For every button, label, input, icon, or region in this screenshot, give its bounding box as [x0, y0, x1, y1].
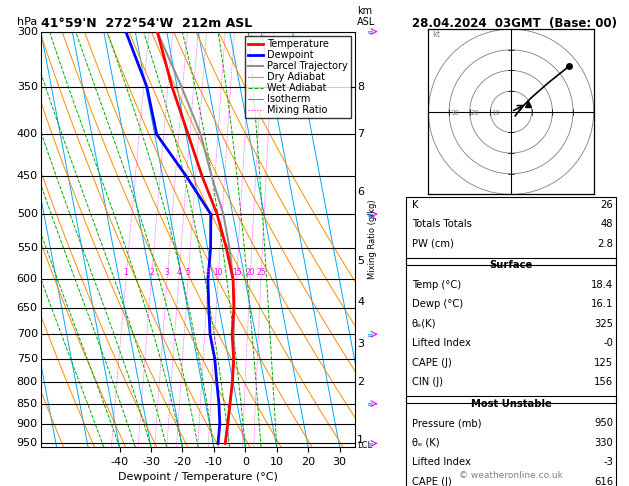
Text: Lifted Index: Lifted Index	[412, 457, 471, 468]
Text: Surface: Surface	[489, 260, 533, 271]
Text: 330: 330	[594, 438, 613, 448]
Text: θₑ(K): θₑ(K)	[412, 319, 437, 329]
Text: PW (cm): PW (cm)	[412, 239, 454, 249]
Text: 10: 10	[491, 110, 501, 116]
Text: 600: 600	[17, 274, 38, 284]
Text: 2.8: 2.8	[598, 239, 613, 249]
Text: θₑ (K): θₑ (K)	[412, 438, 440, 448]
Text: 950: 950	[594, 418, 613, 429]
Text: Mixing Ratio (g/kg): Mixing Ratio (g/kg)	[368, 200, 377, 279]
Text: 700: 700	[16, 330, 38, 339]
Text: 850: 850	[16, 399, 38, 409]
Text: $\equiv$: $\equiv$	[365, 330, 375, 339]
Text: 325: 325	[594, 319, 613, 329]
Text: © weatheronline.co.uk: © weatheronline.co.uk	[459, 471, 563, 480]
Text: 616: 616	[594, 477, 613, 486]
Text: 26: 26	[601, 200, 613, 210]
Text: 41°59'N  272°54'W  212m ASL: 41°59'N 272°54'W 212m ASL	[41, 17, 252, 31]
Text: $\equiv$: $\equiv$	[365, 27, 375, 36]
Text: 5: 5	[186, 268, 191, 277]
Text: 2: 2	[149, 268, 154, 277]
Text: 300: 300	[17, 27, 38, 36]
Text: $\equiv$: $\equiv$	[365, 399, 375, 408]
Text: -0: -0	[603, 338, 613, 348]
Text: 1: 1	[123, 268, 128, 277]
Text: $\equiv$: $\equiv$	[365, 439, 375, 448]
Text: Most Unstable: Most Unstable	[470, 399, 552, 409]
Text: 900: 900	[16, 419, 38, 429]
Text: 350: 350	[17, 82, 38, 92]
X-axis label: Dewpoint / Temperature (°C): Dewpoint / Temperature (°C)	[118, 472, 278, 483]
Text: K: K	[412, 200, 418, 210]
Text: 4: 4	[176, 268, 181, 277]
Text: CAPE (J): CAPE (J)	[412, 477, 452, 486]
Text: 750: 750	[16, 354, 38, 364]
Text: 4: 4	[357, 297, 364, 307]
Text: 3: 3	[165, 268, 170, 277]
Text: 7: 7	[357, 129, 364, 139]
Text: 156: 156	[594, 377, 613, 387]
Text: Temp (°C): Temp (°C)	[412, 280, 461, 290]
Text: 450: 450	[16, 172, 38, 181]
Text: Lifted Index: Lifted Index	[412, 338, 471, 348]
Text: 30: 30	[450, 110, 459, 116]
Text: Dewp (°C): Dewp (°C)	[412, 299, 463, 310]
Text: Totals Totals: Totals Totals	[412, 219, 472, 229]
Text: 800: 800	[16, 377, 38, 387]
Text: 5: 5	[357, 256, 364, 266]
Text: CAPE (J): CAPE (J)	[412, 358, 452, 368]
Text: hPa: hPa	[18, 17, 38, 27]
Text: -3: -3	[603, 457, 613, 468]
Text: $\equiv$: $\equiv$	[365, 209, 375, 219]
Text: 500: 500	[17, 209, 38, 219]
Text: 28.04.2024  03GMT  (Base: 00): 28.04.2024 03GMT (Base: 00)	[412, 17, 617, 30]
Text: 18.4: 18.4	[591, 280, 613, 290]
Text: Pressure (mb): Pressure (mb)	[412, 418, 481, 429]
Text: CIN (J): CIN (J)	[412, 377, 443, 387]
Text: 400: 400	[16, 129, 38, 139]
Text: 1: 1	[357, 434, 364, 445]
Text: 3: 3	[357, 339, 364, 349]
Text: 25: 25	[256, 268, 266, 277]
Text: 48: 48	[601, 219, 613, 229]
Text: 6: 6	[357, 187, 364, 197]
Text: 550: 550	[17, 243, 38, 253]
Text: 20: 20	[245, 268, 255, 277]
Text: 20: 20	[470, 110, 480, 116]
Text: 8: 8	[357, 82, 364, 92]
Text: 8: 8	[206, 268, 211, 277]
Text: km
ASL: km ASL	[357, 6, 376, 27]
Text: 15: 15	[231, 268, 242, 277]
Text: LCL: LCL	[357, 441, 372, 450]
Text: 16.1: 16.1	[591, 299, 613, 310]
Text: 950: 950	[16, 438, 38, 449]
Text: 2: 2	[357, 377, 364, 387]
Text: 10: 10	[213, 268, 223, 277]
Text: 125: 125	[594, 358, 613, 368]
Legend: Temperature, Dewpoint, Parcel Trajectory, Dry Adiabat, Wet Adiabat, Isotherm, Mi: Temperature, Dewpoint, Parcel Trajectory…	[245, 36, 350, 118]
Text: kt: kt	[433, 31, 441, 39]
Text: 650: 650	[17, 303, 38, 313]
